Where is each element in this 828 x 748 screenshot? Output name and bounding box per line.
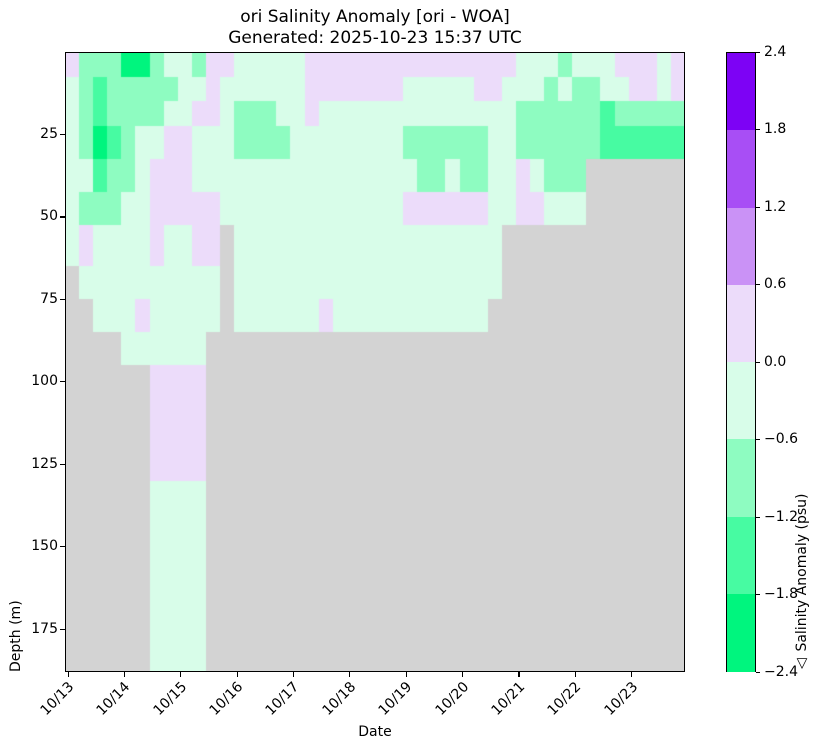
colorbar-tick-mark: [756, 361, 760, 363]
x-tick-mark: [518, 672, 520, 677]
y-tick-label: 25: [40, 125, 58, 142]
colorbar-band: [727, 53, 755, 131]
x-tick-mark: [292, 672, 295, 677]
y-axis-label: Depth (m): [8, 600, 24, 672]
x-tick-label: 10/13: [37, 679, 78, 719]
colorbar-band: [727, 362, 755, 440]
y-tick-label: 175: [31, 620, 58, 637]
colorbar-tick-label: 1.8: [764, 121, 787, 137]
colorbar-tick-mark: [756, 439, 760, 441]
colorbar-tick-mark: [756, 51, 760, 53]
colorbar-tick-label: 0.6: [764, 276, 787, 292]
y-tick-mark: [60, 216, 65, 218]
colorbar-tick-mark: [756, 206, 760, 208]
colorbar-tick-label: 1.2: [764, 198, 787, 215]
x-tick-label: 10/22: [544, 679, 585, 719]
colorbar-tick-mark: [756, 671, 760, 673]
x-axis-label: Date: [358, 724, 392, 740]
colorbar-band: [727, 284, 755, 363]
x-tick-label: 10/23: [601, 679, 641, 719]
y-tick-label: 75: [40, 290, 58, 307]
chart-subtitle: Generated: 2025-10-23 15:37 UTC: [228, 28, 522, 48]
colorbar-tick-label: 2.4: [764, 43, 787, 60]
colorbar-band: [727, 207, 755, 286]
x-tick-mark: [462, 672, 464, 677]
colorbar-tick-mark: [756, 284, 760, 286]
colorbar: [726, 52, 756, 672]
colorbar-tick-mark: [756, 129, 760, 131]
x-tick-mark: [574, 672, 576, 677]
colorbar-tick-mark: [756, 516, 760, 518]
x-tick-label: 10/15: [150, 679, 191, 719]
x-tick-mark: [631, 672, 633, 677]
x-tick-label: 10/19: [375, 679, 416, 719]
y-tick-label: 50: [40, 208, 58, 225]
x-tick-mark: [349, 672, 351, 677]
x-tick-label: 10/20: [431, 679, 472, 719]
colorbar-label: △ Salinity Anomaly (psu): [794, 493, 810, 672]
y-tick-label: 125: [31, 455, 58, 472]
colorbar-tick-label: −1.8: [764, 586, 798, 602]
x-tick-mark: [180, 672, 182, 677]
x-tick-label: 10/18: [319, 679, 360, 719]
colorbar-band: [727, 593, 755, 672]
chart-title: ori Salinity Anomaly [ori - WOA]: [240, 7, 510, 27]
y-tick-mark: [60, 628, 65, 630]
colorbar-tick-label: −1.2: [764, 508, 798, 525]
colorbar-band: [727, 516, 755, 595]
x-tick-label: 10/16: [206, 679, 247, 719]
y-tick-mark: [60, 546, 65, 548]
y-tick-label: 100: [31, 373, 58, 390]
x-tick-mark: [67, 672, 69, 677]
x-tick-label: 10/21: [488, 679, 529, 719]
colorbar-tick-label: −2.4: [764, 663, 798, 680]
x-tick-label: 10/17: [262, 679, 303, 719]
x-tick-label: 10/14: [93, 679, 134, 719]
colorbar-band: [727, 130, 755, 208]
colorbar-tick-mark: [756, 594, 760, 596]
colorbar-band: [727, 439, 755, 517]
y-tick-mark: [60, 381, 65, 383]
x-tick-mark: [405, 672, 407, 677]
y-tick-label: 150: [31, 538, 58, 555]
y-tick-mark: [60, 133, 65, 136]
y-tick-mark: [60, 298, 65, 301]
y-tick-mark: [60, 463, 65, 465]
heatmap-plot: [65, 52, 685, 672]
colorbar-tick-label: −0.6: [764, 431, 798, 447]
colorbar-tick-label: 0.0: [764, 353, 787, 370]
x-tick-mark: [123, 672, 126, 677]
x-tick-mark: [236, 672, 238, 677]
